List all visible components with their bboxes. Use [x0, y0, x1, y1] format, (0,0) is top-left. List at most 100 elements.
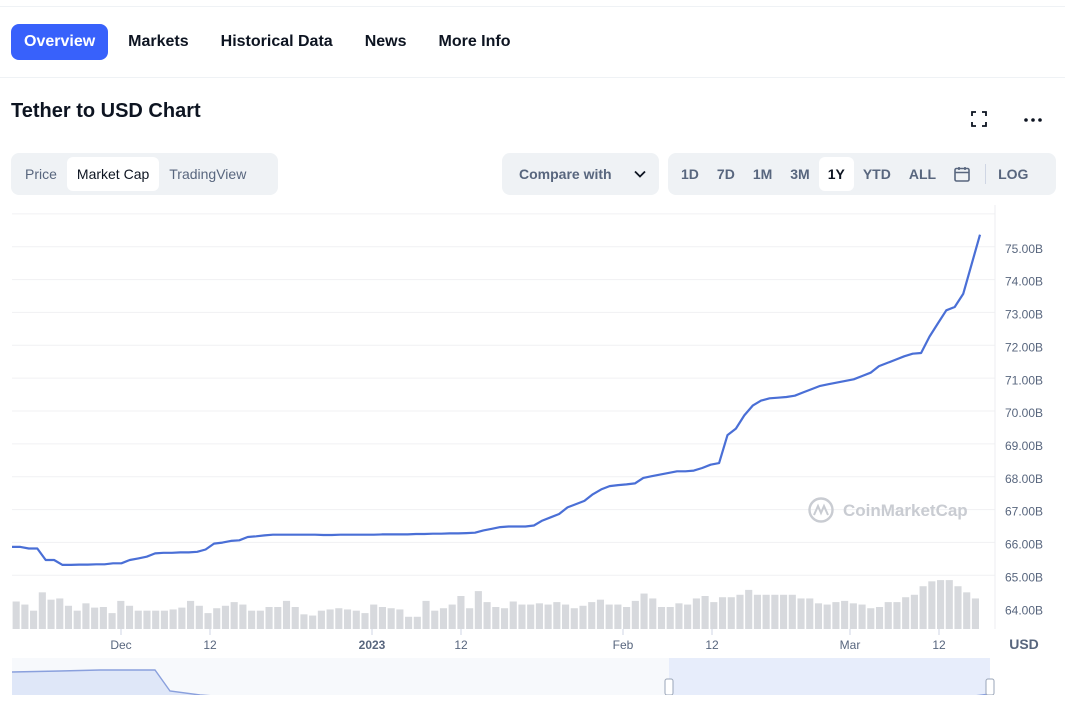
volume-bar [405, 616, 413, 629]
volume-bar [666, 607, 674, 629]
volume-bar [562, 604, 570, 629]
y-tick-label: 69.00B [1005, 439, 1043, 453]
volume-bar [125, 605, 134, 629]
more-options-icon [1024, 118, 1042, 122]
chart-view-toggle: Price Market Cap TradingView [11, 153, 278, 195]
volume-bar [343, 609, 352, 629]
top-border [0, 6, 1065, 7]
tab-news[interactable]: News [364, 33, 407, 50]
volume-bar [745, 589, 753, 629]
volume-bar [718, 597, 727, 629]
market-cap-chart[interactable]: CoinMarketCap 64.00B 65.00B 66.00B 67.00B 68… [0, 205, 1065, 695]
volume-bar [361, 613, 369, 629]
volume-bar [893, 602, 901, 629]
x-tick-label: 12 [932, 638, 946, 652]
volume-bar [701, 596, 709, 629]
y-tick-label: 70.00B [1005, 406, 1043, 420]
volume-bar [849, 603, 857, 629]
volume-bar [282, 600, 291, 629]
range-1y[interactable]: 1Y [818, 157, 854, 191]
volume-bar [640, 593, 648, 629]
y-tick-label: 64.00B [1005, 603, 1043, 617]
volume-bar [753, 594, 761, 629]
volume-bar [596, 599, 605, 629]
volume-bar [300, 614, 308, 629]
view-market-cap[interactable]: Market Cap [66, 157, 160, 191]
volume-bar [727, 597, 735, 629]
log-scale-toggle[interactable]: LOG [998, 166, 1029, 182]
volume-bar [814, 603, 823, 629]
volume-bar [762, 594, 770, 629]
y-tick-label: 68.00B [1005, 472, 1043, 486]
x-tick-label: 2023 [359, 638, 386, 652]
volume-bar [143, 610, 151, 629]
volume-bar [396, 609, 404, 629]
volume-bar [483, 602, 491, 629]
volume-bar [439, 608, 448, 629]
volume-bar [187, 600, 195, 629]
y-tick-label: 75.00B [1005, 242, 1043, 256]
volume-bar [623, 607, 631, 629]
watermark-text: CoinMarketCap [843, 501, 968, 520]
tab-markets[interactable]: Markets [128, 33, 189, 50]
volume-bar [945, 580, 953, 629]
volume-bar [823, 604, 831, 629]
volume-bar [108, 613, 116, 629]
fullscreen-button[interactable] [967, 107, 991, 131]
volume-bar [99, 607, 107, 629]
volume-bar [588, 602, 596, 629]
section-divider [0, 77, 1065, 78]
volume-bar [832, 602, 840, 629]
volume-bar [675, 603, 683, 629]
volume-bar [457, 596, 465, 629]
volume-bar [370, 604, 378, 629]
range-navigator[interactable]: AprJunAugOct22023Mar [11, 658, 995, 695]
x-tick-label: 12 [203, 638, 217, 652]
volume-bar [553, 602, 561, 629]
volume-bar [195, 605, 203, 629]
range-all[interactable]: ALL [908, 166, 937, 182]
more-options-button[interactable] [1021, 107, 1045, 131]
range-1d[interactable]: 1D [681, 166, 699, 182]
x-tick-label: 12 [705, 638, 719, 652]
volume-bar [902, 597, 910, 629]
volume-bar [841, 600, 849, 629]
volume-bar [309, 615, 317, 629]
volume-bar [91, 607, 99, 629]
volume-bar [239, 604, 247, 629]
compare-with-dropdown[interactable]: Compare with [502, 153, 659, 195]
view-price[interactable]: Price [25, 166, 57, 182]
y-tick-label: 66.00B [1005, 538, 1043, 552]
calendar-button[interactable] [945, 157, 979, 191]
tab-overview[interactable]: Overview [11, 24, 109, 60]
volume-bar [326, 609, 334, 629]
volume-bar [657, 607, 666, 629]
view-tradingview[interactable]: TradingView [169, 166, 247, 182]
volume-bar [579, 605, 587, 629]
volume-bar [82, 603, 90, 629]
volume-bar [387, 608, 395, 629]
volume-bar [936, 580, 945, 629]
volume-bar [736, 594, 744, 629]
range-7d[interactable]: 7D [716, 166, 735, 182]
market-cap-line [12, 234, 982, 566]
tab-historical-data[interactable]: Historical Data [220, 33, 333, 50]
volume-bar [631, 600, 639, 629]
volume-bar [884, 602, 892, 629]
y-tick-label: 67.00B [1005, 505, 1043, 519]
compare-with-label: Compare with [519, 166, 612, 182]
volume-bar [474, 591, 482, 629]
volume-bar [265, 607, 273, 629]
volume-bar [160, 610, 168, 629]
volume-bar [178, 607, 186, 629]
navigator-left-handle[interactable] [664, 678, 674, 695]
range-3m[interactable]: 3M [790, 166, 810, 182]
volume-bars [12, 580, 979, 629]
volume-bar [509, 601, 517, 629]
range-1m[interactable]: 1M [752, 166, 773, 182]
tab-more-info[interactable]: More Info [438, 33, 511, 50]
y-tick-label: 71.00B [1005, 373, 1043, 387]
navigator-right-handle[interactable] [985, 678, 995, 695]
volume-bar [527, 604, 535, 629]
range-ytd[interactable]: YTD [862, 166, 891, 182]
